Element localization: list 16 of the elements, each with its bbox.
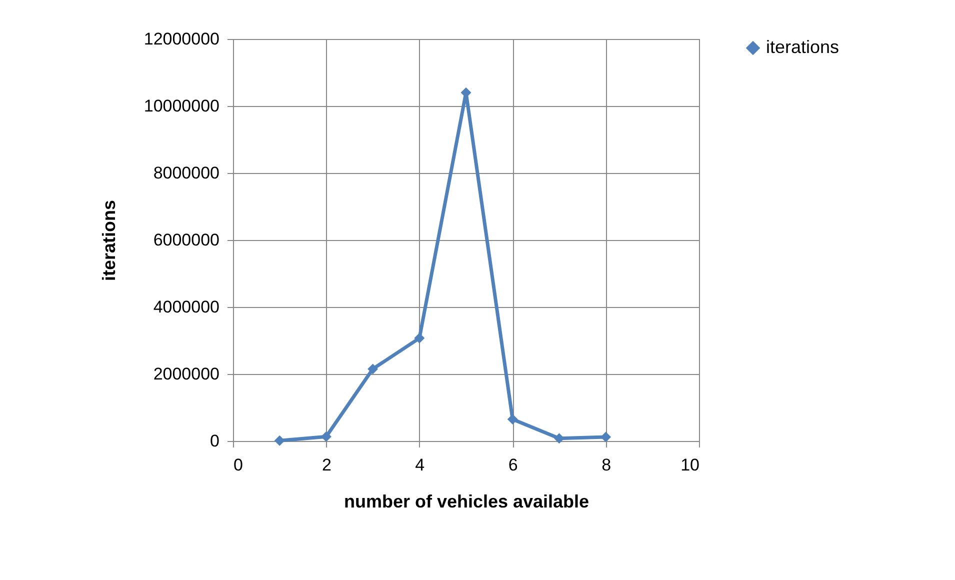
y-tick-label: 12000000 <box>144 30 220 48</box>
y-tick-label: 8000000 <box>153 164 220 182</box>
y-tick-label: 6000000 <box>153 230 220 250</box>
x-axis-title: number of vehicles available <box>344 492 590 512</box>
y-tick-label: 10000000 <box>144 96 220 116</box>
y-tick-label: 0 <box>210 432 220 450</box>
x-tick-label: 8 <box>602 456 612 474</box>
x-tick-label: 4 <box>415 456 425 474</box>
x-tick-label: 0 <box>234 456 243 474</box>
legend-label: iterations <box>766 37 840 57</box>
x-tick-label: 10 <box>680 456 700 474</box>
x-tick-label: 2 <box>322 456 332 474</box>
x-tick-label: 6 <box>508 456 518 474</box>
y-tick-label: 4000000 <box>153 298 220 316</box>
y-axis-title: iterations <box>98 200 119 282</box>
y-tick-label: 2000000 <box>153 364 220 384</box>
